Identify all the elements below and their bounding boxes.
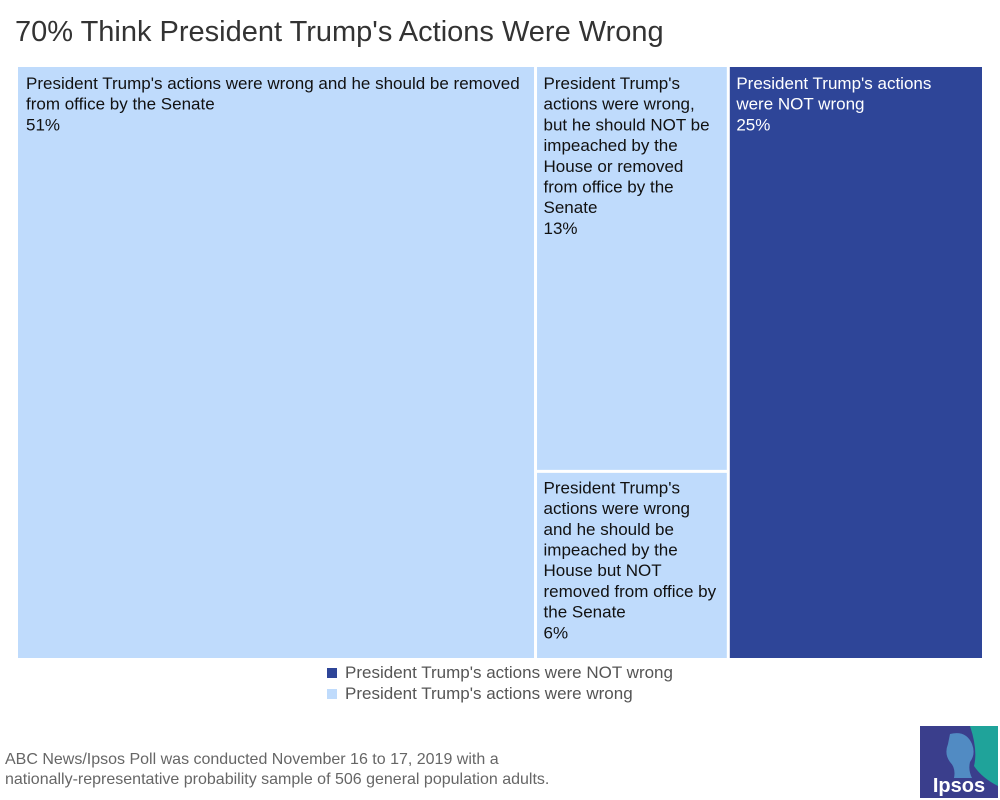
treemap-label-wrong-not-impeached: President Trump's actions were wrong, but … <box>544 74 710 238</box>
legend-item-not-wrong[interactable]: President Trump's actions were NOT wrong <box>327 662 673 683</box>
footnote-line-2: nationally-representative probability sa… <box>5 771 550 788</box>
treemap-value-wrong-not-impeached: 13% <box>544 219 578 238</box>
treemap-cell-wrong-removed[interactable]: President Trump's actions were wrong and… <box>18 67 535 658</box>
treemap-value-wrong-impeached-not-removed: 6% <box>544 623 569 642</box>
chart-legend: President Trump's actions were NOT wrong… <box>0 662 1000 704</box>
treemap-label-wrong-impeached-not-removed: President Trump's actions were wrong and h… <box>544 478 717 642</box>
chart-title: 70% Think President Trump's Actions Were… <box>15 16 664 48</box>
legend-label-wrong: President Trump's actions were wrong <box>345 683 633 703</box>
treemap-label-not-wrong: President Trump's actions were NOT wrong 2… <box>735 74 931 134</box>
treemap-cell-not-wrong[interactable]: President Trump's actions were NOT wrong 2… <box>729 67 982 658</box>
treemap-cell-wrong-impeached-not-removed[interactable]: President Trump's actions were wrong and h… <box>537 472 727 658</box>
footnote-line-1: ABC News/Ipsos Poll was conducted Novemb… <box>5 751 499 768</box>
treemap-value-wrong-removed: 51% <box>26 115 60 134</box>
treemap-label-wrong-removed: President Trump's actions were wrong and… <box>26 74 520 134</box>
treemap-rect-wrong-removed <box>18 67 535 658</box>
footnote: ABC News/Ipsos Poll was conducted Novemb… <box>5 750 705 790</box>
legend-swatch-not-wrong <box>327 667 338 678</box>
treemap-value-not-wrong: 25% <box>736 115 770 134</box>
treemap-rect-wrong-impeached-not-removed <box>537 472 727 658</box>
ipsos-logo: Ipsos <box>920 726 998 798</box>
legend-label-not-wrong: President Trump's actions were NOT wrong <box>345 662 673 682</box>
legend-item-wrong[interactable]: President Trump's actions were wrong <box>327 683 673 704</box>
logo-text: Ipsos <box>933 775 985 797</box>
treemap-rect-wrong-not-impeached <box>537 67 727 470</box>
treemap-cell-wrong-not-impeached[interactable]: President Trump's actions were wrong, but … <box>537 67 727 470</box>
legend-swatch-wrong <box>327 688 338 699</box>
treemap-rect-not-wrong <box>729 67 982 658</box>
